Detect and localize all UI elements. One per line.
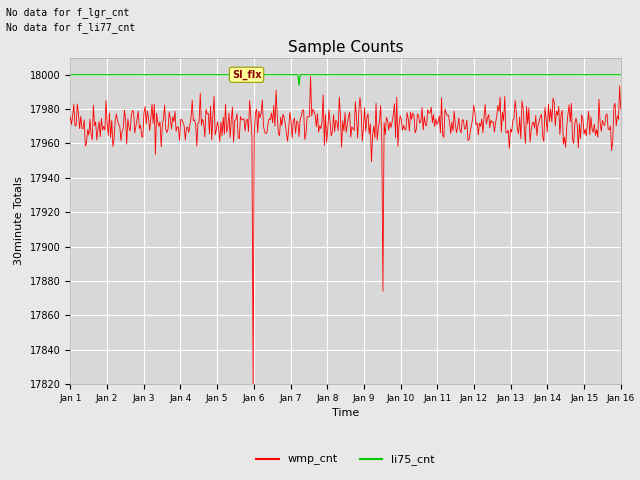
Text: No data for f_li77_cnt: No data for f_li77_cnt	[6, 22, 136, 33]
X-axis label: Time: Time	[332, 408, 359, 418]
Text: SI_flx: SI_flx	[232, 70, 261, 80]
Y-axis label: 30minute Totals: 30minute Totals	[14, 177, 24, 265]
Title: Sample Counts: Sample Counts	[288, 40, 403, 55]
Text: No data for f_lgr_cnt: No data for f_lgr_cnt	[6, 7, 130, 18]
Legend: wmp_cnt, li75_cnt: wmp_cnt, li75_cnt	[252, 450, 439, 470]
